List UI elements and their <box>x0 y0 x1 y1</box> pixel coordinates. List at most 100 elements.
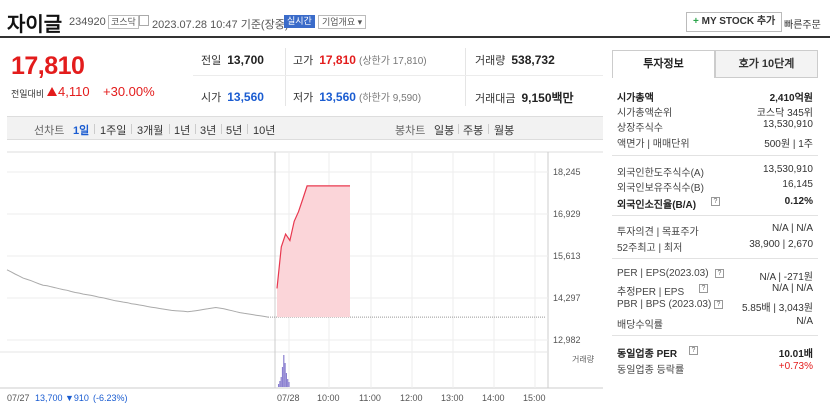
x-tick-label: 10:00 <box>317 393 340 403</box>
help-icon[interactable]: ? <box>699 284 708 293</box>
prev-day-percent: (-6.23%) <box>93 393 128 403</box>
volume-bar <box>288 382 290 387</box>
realtime-button[interactable]: 실시간 <box>284 15 315 28</box>
prev-day-date: 07/27 <box>7 393 30 403</box>
stock-header: 자이글 234920 코스닥 2023.07.28 10:47 기준(장중) 실… <box>0 0 830 38</box>
prev-day-label: 전일대비 <box>11 89 45 99</box>
company-overview-dropdown[interactable]: 기업개요 ▾ <box>318 15 367 29</box>
info-key: 투자의견 | 목표주가 <box>617 227 699 238</box>
info-key: 동일업종 PER <box>617 349 678 360</box>
divider <box>169 124 170 134</box>
tab-3month[interactable]: 3개월 <box>137 125 164 137</box>
help-icon[interactable]: ? <box>711 197 720 206</box>
amount-unit: 백만 <box>551 91 574 105</box>
price-box: 17,810 전일대비 4,110 +30.00% <box>7 38 193 112</box>
tab-investment-info[interactable]: 투자정보 <box>612 50 715 78</box>
series-prev-day-line <box>6 269 269 318</box>
lower-limit: (하한가 9,590) <box>359 93 422 104</box>
help-icon[interactable]: ? <box>689 346 698 355</box>
info-row-industry-per: 동일업종 PER? 10.01배 <box>617 344 813 360</box>
info-key: 시가총액순위 <box>617 108 673 119</box>
info-value: N/A | -271원 <box>759 272 814 283</box>
divider <box>612 258 818 259</box>
volume-bar <box>278 384 280 387</box>
info-value: 2,410억원 <box>769 93 813 104</box>
price-chart[interactable]: 18,245 16,929 15,613 14,297 12,982 07/28 10:0… <box>0 140 603 415</box>
tab-1day[interactable]: 1일 <box>73 125 90 137</box>
tab-3year[interactable]: 3년 <box>200 125 217 137</box>
add-mystock-button[interactable]: + MY STOCK 추가 <box>686 12 783 32</box>
clock-icon <box>139 15 149 26</box>
divider <box>195 124 196 134</box>
info-key: 외국인한도주식수(A) <box>617 168 704 179</box>
info-key: 외국인소진율(B/A) <box>617 200 697 211</box>
plus-icon: + <box>693 16 702 27</box>
x-tick-label: 14:00 <box>482 393 505 403</box>
info-value: N/A <box>796 316 813 327</box>
info-key: 액면가 | 매매단위 <box>617 139 690 150</box>
tab-daily-candle[interactable]: 일봉 <box>434 125 455 137</box>
info-row-pbr-bps: PBR | BPS (2023.03)? 5.85배 | 3,043원 <box>617 298 813 314</box>
help-icon[interactable]: ? <box>714 300 723 309</box>
y-tick-label: 14,297 <box>553 293 581 303</box>
chart-tabs: 선차트 1일 1주일 3개월 1년 3년 5년 10년 봉차트 일봉 주봉 월봉 <box>7 116 603 140</box>
tab-1year[interactable]: 1년 <box>174 125 191 137</box>
x-tick-label: 15:00 <box>523 393 546 403</box>
open-value: 13,560 <box>227 90 264 104</box>
divider <box>193 75 603 76</box>
help-icon[interactable]: ? <box>715 269 724 278</box>
add-mystock-label: MY STOCK 추가 <box>701 16 776 27</box>
line-chart-label: 선차트 <box>34 125 65 137</box>
volume-bar <box>279 381 281 387</box>
info-value: 16,145 <box>782 179 813 190</box>
tab-monthly-candle[interactable]: 월봉 <box>494 125 515 137</box>
info-row-par-value: 액면가 | 매매단위 500원 | 1주 <box>617 134 813 150</box>
y-tick-label: 18,245 <box>553 167 581 177</box>
info-row-investment-opinion: 투자의견 | 목표주가 N/A | N/A <box>617 222 813 238</box>
open-cell: 시가 13,560 <box>201 89 264 105</box>
volume-bars <box>278 355 290 387</box>
x-tick-label: 12:00 <box>400 393 423 403</box>
open-label: 시가 <box>201 92 222 104</box>
y-tick-label: 16,929 <box>553 209 581 219</box>
series-today-area <box>277 185 350 318</box>
divider <box>612 155 818 156</box>
info-row-listed-shares: 상장주식수 13,530,910 <box>617 118 813 134</box>
amount-label: 거래대금 <box>475 93 516 105</box>
info-key: 배당수익률 <box>617 320 663 331</box>
divider <box>465 48 466 106</box>
volume-bar <box>283 355 285 387</box>
high-label: 고가 <box>293 55 314 67</box>
volume-bar <box>284 363 286 387</box>
info-value: 0.12% <box>784 196 813 207</box>
info-key: PER | EPS(2023.03) <box>617 268 709 279</box>
y-tick-label: 15,613 <box>553 251 581 261</box>
tab-10year[interactable]: 10년 <box>253 125 276 137</box>
tab-order-book[interactable]: 호가 10단계 <box>715 50 818 78</box>
price-change: 4,110 <box>58 84 90 99</box>
info-key: 동일업종 등락률 <box>617 365 685 376</box>
y-tick-label: 12,982 <box>553 335 581 345</box>
info-key: 외국인보유주식수(B) <box>617 183 704 194</box>
info-row-foreign-holding: 외국인보유주식수(B) 16,145 <box>617 178 813 194</box>
volume-value: 538,732 <box>511 53 555 67</box>
info-value: 10.01배 <box>778 349 813 360</box>
volume-cell: 거래량 538,732 <box>475 52 555 68</box>
tab-5year[interactable]: 5년 <box>226 125 243 137</box>
series-today-line <box>276 185 350 289</box>
tab-1week[interactable]: 1주일 <box>100 125 127 137</box>
info-key: 상장주식수 <box>617 123 663 134</box>
high-value: 17,810 <box>319 53 356 67</box>
market-badge: 코스닥 <box>108 15 139 29</box>
volume-label: 거래량 <box>475 55 506 67</box>
stock-code: 234920 <box>69 16 106 28</box>
tab-weekly-candle[interactable]: 주봉 <box>463 125 484 137</box>
info-row-market-cap-rank: 시가총액순위 코스닥 345위 <box>617 103 813 119</box>
candle-chart-label: 봉차트 <box>395 125 426 137</box>
divider <box>221 124 222 134</box>
x-tick-label: 07/28 <box>277 393 300 403</box>
quick-order-link[interactable]: 빠른주문 <box>784 20 821 31</box>
divider <box>131 124 132 134</box>
y-axis-ticks: 18,245 16,929 15,613 14,297 12,982 <box>553 167 581 345</box>
low-value: 13,560 <box>319 90 356 104</box>
